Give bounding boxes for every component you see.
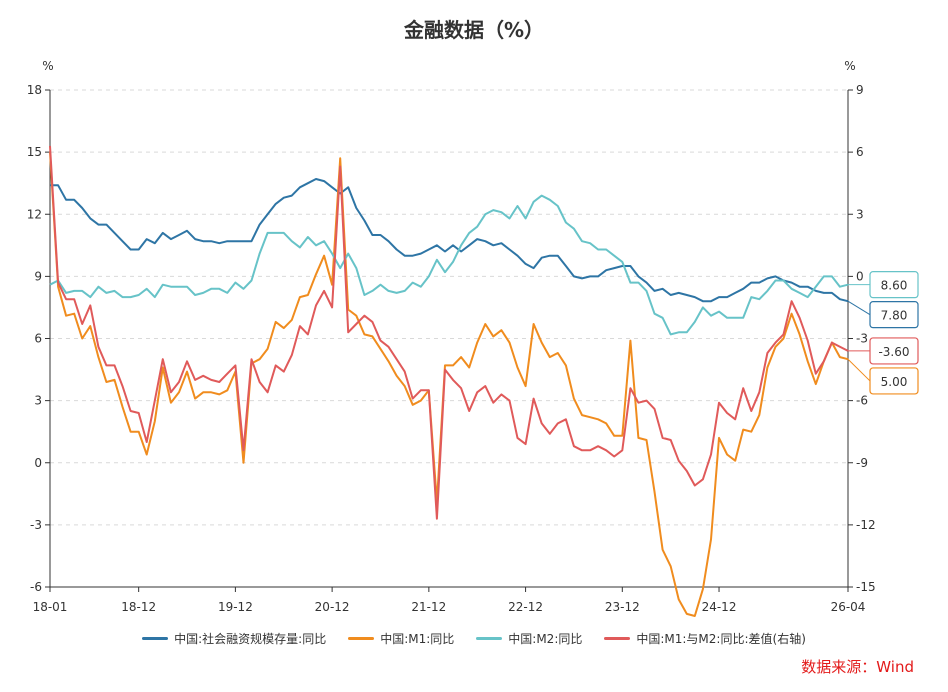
legend: 中国:社会融资规模存量:同比 中国:M1:同比 中国:M2:同比 中国:M1:与… bbox=[0, 630, 948, 647]
end-label-connector bbox=[847, 300, 871, 316]
end-label-value: 8.60 bbox=[881, 279, 908, 293]
grid-lines bbox=[50, 89, 848, 526]
series-line-1 bbox=[49, 152, 849, 617]
legend-label: 中国:M2:同比 bbox=[508, 632, 583, 646]
left-tick-label: 18 bbox=[27, 83, 42, 97]
end-label-box bbox=[869, 301, 919, 329]
end-label-2: 8.60 bbox=[848, 271, 919, 299]
end-label-value: 5.00 bbox=[881, 375, 908, 389]
x-tick-label: 20-12 bbox=[315, 600, 350, 614]
right-tick-label: -6 bbox=[856, 394, 868, 408]
right-tick-label: 9 bbox=[856, 83, 864, 97]
left-unit-label: % bbox=[42, 59, 53, 73]
end-label-value: 7.80 bbox=[881, 309, 908, 323]
right-tick-label: 6 bbox=[856, 145, 864, 159]
data-source-note: 数据来源：Wind bbox=[801, 658, 914, 676]
series-line-2 bbox=[49, 194, 849, 336]
end-label-connector bbox=[847, 358, 871, 382]
x-tick-label: 23-12 bbox=[605, 600, 640, 614]
left-tick-label: 3 bbox=[34, 394, 42, 408]
right-tick-label: -9 bbox=[856, 456, 868, 470]
x-tick-label: 21-12 bbox=[411, 600, 446, 614]
right-tick-label: 0 bbox=[856, 269, 864, 283]
legend-label: 中国:M1:与M2:同比:差值(右轴) bbox=[636, 632, 806, 646]
left-tick-label: 12 bbox=[27, 207, 42, 221]
end-label-box bbox=[869, 367, 919, 395]
end-labels: 8.60 7.80 -3.60 5.00 bbox=[847, 271, 919, 395]
end-label-box bbox=[869, 271, 919, 299]
left-tick-label: -3 bbox=[30, 518, 42, 532]
x-tick-label: 26-04 bbox=[831, 600, 866, 614]
end-label-box bbox=[869, 337, 919, 365]
end-label-1: 5.00 bbox=[847, 358, 919, 395]
x-tick-label: 22-12 bbox=[508, 600, 543, 614]
x-tick-label: 19-12 bbox=[218, 600, 253, 614]
legend-label: 中国:社会融资规模存量:同比 bbox=[174, 632, 327, 646]
legend-swatch bbox=[142, 637, 169, 640]
end-label-value: -3.60 bbox=[878, 345, 909, 359]
right-tick-label: -3 bbox=[856, 332, 868, 346]
right-tick-label: -12 bbox=[856, 518, 876, 532]
legend-label: 中国:M1:同比 bbox=[380, 632, 455, 646]
left-tick-label: 9 bbox=[34, 269, 42, 283]
series-line-3 bbox=[49, 145, 849, 520]
right-tick-label: 3 bbox=[856, 207, 864, 221]
legend-item-m1[interactable]: 中国:M1:同比 bbox=[348, 630, 454, 647]
x-tick-label: 18-01 bbox=[33, 600, 68, 614]
legend-item-tsf[interactable]: 中国:社会融资规模存量:同比 bbox=[142, 630, 326, 647]
legend-item-m2[interactable]: 中国:M2:同比 bbox=[476, 630, 582, 647]
axes: -6 -3 0 3 6 9 12 15 18 -15 -12 -9 -6 -3 0 3 6 9% % 18-01 18-… bbox=[27, 59, 876, 614]
left-tick-label: -6 bbox=[30, 580, 42, 594]
right-tick-label: -15 bbox=[856, 580, 876, 594]
left-tick-label: 15 bbox=[27, 145, 42, 159]
legend-swatch bbox=[348, 637, 375, 640]
right-unit-label: % bbox=[844, 59, 855, 73]
end-label-0: 7.80 bbox=[847, 300, 919, 329]
chart-title: 金融数据（%） bbox=[403, 18, 545, 42]
left-tick-label: 6 bbox=[34, 332, 42, 346]
x-tick-label: 24-12 bbox=[702, 600, 737, 614]
x-tick-label: 18-12 bbox=[121, 600, 156, 614]
legend-swatch bbox=[604, 637, 631, 640]
legend-swatch bbox=[476, 637, 503, 640]
series-lines bbox=[49, 145, 849, 617]
legend-item-m1-m2-spread[interactable]: 中国:M1:与M2:同比:差值(右轴) bbox=[604, 630, 806, 647]
series-line-0 bbox=[50, 178, 849, 303]
end-label-3: -3.60 bbox=[848, 337, 919, 365]
left-tick-label: 0 bbox=[34, 456, 42, 470]
